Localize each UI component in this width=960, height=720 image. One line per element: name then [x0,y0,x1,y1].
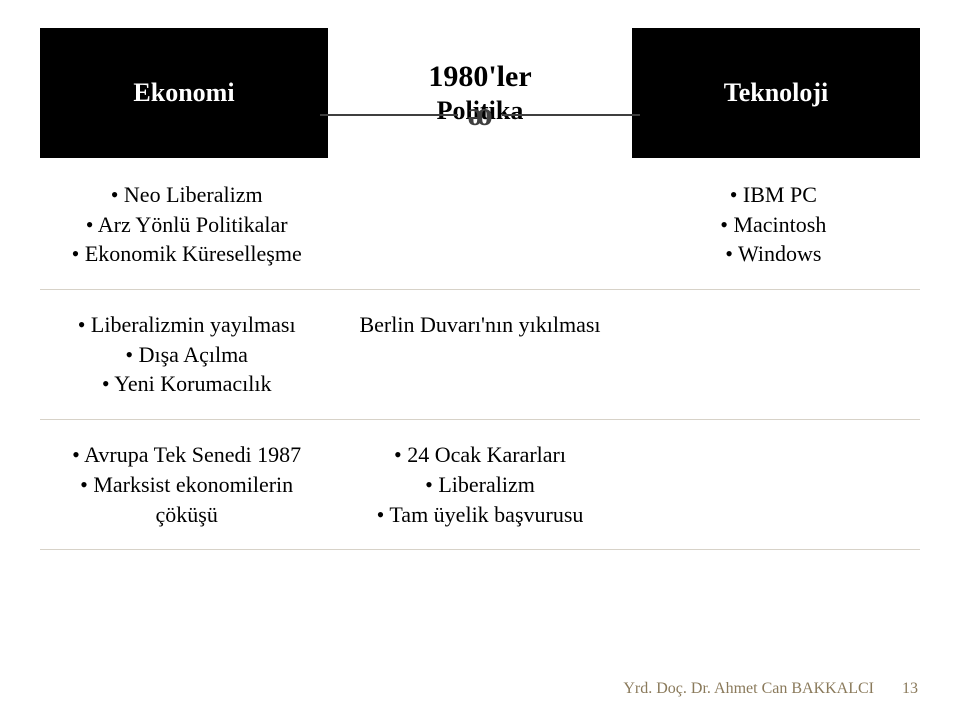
row2-mid-text: Berlin Duvarı'nın yıkılması [343,310,616,340]
header-ekonomi: Ekonomi [40,28,328,158]
row3-mid: 24 Ocak Kararları Liberalizm Tam üyelik … [333,434,626,535]
header-row: Ekonomi 1980'ler Politika Teknoloji [40,28,920,158]
slide: Ekonomi 1980'ler Politika Teknoloji ᴔ Ne… [0,0,960,720]
row1-mid [333,174,626,275]
list-item: Liberalizmin yayılması [50,310,323,340]
list-item: Avrupa Tek Senedi 1987 [50,440,323,470]
row1-left: Neo Liberalizm Arz Yönlü Politikalar Eko… [40,174,333,275]
flourish-icon: ᴔ [320,98,640,132]
flourish-line-left [320,114,458,116]
footer-author: Yrd. Doç. Dr. Ahmet Can BAKKALCI [623,680,874,698]
row3-left: Avrupa Tek Senedi 1987 Marksist ekonomil… [40,434,333,535]
separator-1 [40,289,920,290]
content-row-3: Avrupa Tek Senedi 1987 Marksist ekonomil… [40,422,920,547]
list-item: Arz Yönlü Politikalar [50,210,323,240]
teknoloji-label: Teknoloji [724,78,829,108]
row2-mid: Berlin Duvarı'nın yıkılması [333,304,626,405]
list-item: Dışa Açılma [50,340,323,370]
list-item: Tam üyelik başvurusu [343,500,616,530]
list-item: IBM PC [637,180,910,210]
decade-label: 1980'ler [428,60,531,94]
row1-right: IBM PC Macintosh Windows [627,174,920,275]
row2-right [627,304,920,405]
separator-3 [40,549,920,550]
footer-page: 13 [902,680,918,698]
row3-left-list: Avrupa Tek Senedi 1987 Marksist ekonomil… [50,440,323,529]
row2-left: Liberalizmin yayılması Dışa Açılma Yeni … [40,304,333,405]
content-row-1: Neo Liberalizm Arz Yönlü Politikalar Eko… [40,162,920,287]
row2-left-list: Liberalizmin yayılması Dışa Açılma Yeni … [50,310,323,399]
separator-2 [40,419,920,420]
row1-left-list: Neo Liberalizm Arz Yönlü Politikalar Eko… [50,180,323,269]
row3-mid-list: 24 Ocak Kararları Liberalizm Tam üyelik … [343,440,616,529]
row3-right [627,434,920,535]
list-item: 24 Ocak Kararları [343,440,616,470]
list-item: Yeni Korumacılık [50,369,323,399]
list-item: Ekonomik Küreselleşme [50,239,323,269]
header-middle: 1980'ler Politika [336,28,624,158]
list-item: Windows [637,239,910,269]
content-row-2: Liberalizmin yayılması Dışa Açılma Yeni … [40,292,920,417]
flourish-glyph: ᴔ [458,98,503,132]
list-item: Macintosh [637,210,910,240]
ekonomi-label: Ekonomi [133,78,234,108]
footer: Yrd. Doç. Dr. Ahmet Can BAKKALCI 13 [623,680,918,698]
list-item: Marksist ekonomilerin çöküşü [50,470,323,529]
header-teknoloji: Teknoloji [632,28,920,158]
flourish-line-right [502,114,640,116]
list-item: Neo Liberalizm [50,180,323,210]
list-item: Liberalizm [343,470,616,500]
row1-right-list: IBM PC Macintosh Windows [637,180,910,269]
